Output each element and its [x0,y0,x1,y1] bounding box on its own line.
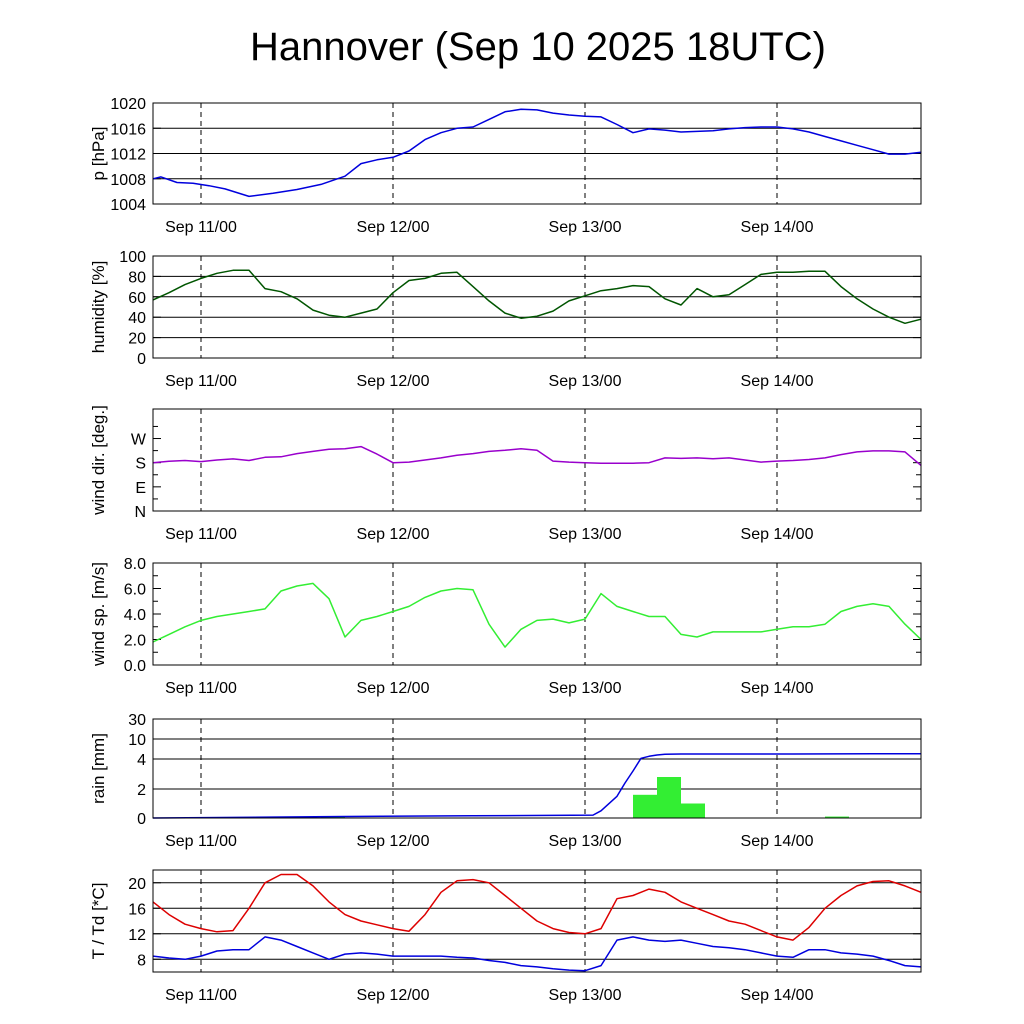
series-line-humidity [152,269,922,325]
x-tick-label: Sep 14/00 [741,680,814,697]
panel-3: 0.0 2.0 4.0 6.0 8.0 wind sp. [m/s] Sep 11/00 Se… [89,556,922,697]
x-tick-label: Sep 12/00 [357,833,430,850]
y-axis-label: wind sp. [m/s] [89,562,108,667]
y-tick-label: 20 [128,876,146,893]
y-tick-label: 1008 [110,172,146,189]
y-tick-label: 60 [128,290,146,307]
x-tick-label: Sep 14/00 [741,833,814,850]
x-tick-label: Sep 12/00 [357,373,430,390]
y-tick-label: 1012 [110,147,146,164]
x-tick-label: Sep 11/00 [165,373,237,390]
x-tick-label: Sep 13/00 [549,219,622,236]
chart-title: Hannover (Sep 10 2025 18UTC) [250,25,826,69]
y-tick-label: 2 [137,782,146,799]
y-tick-label: 6.0 [124,582,146,599]
x-tick-label: Sep 14/00 [741,219,814,236]
x-tick-label: Sep 14/00 [741,987,814,1004]
series-line-wind_speed [152,582,922,648]
rain-bar [681,803,705,818]
x-tick-label: Sep 13/00 [549,373,622,390]
x-tick-label: Sep 11/00 [165,680,237,697]
y-tick-label: 10 [128,732,146,749]
y-axis-label: T / Td [*C] [89,883,108,960]
panel-frame [152,408,922,512]
y-tick-label: 4 [137,752,146,769]
rain-bar [657,777,681,818]
panel-frame [152,718,922,819]
y-tick-label: 80 [128,269,146,286]
series-line-wind_dir [152,445,922,466]
panel-frame [152,255,922,359]
rain-bar [633,794,657,818]
y-tick-label: W [131,432,147,449]
y-tick-label: 4.0 [124,607,146,624]
series-line-dewpoint [152,936,922,972]
y-axis-label: humidity [%] [89,261,108,354]
panel-4: 0 2 4 10 30 rain [mm] Sep 11/00 Sep 12/00 Sep 13… [89,712,922,850]
panel-frame [152,102,922,205]
panel-frame [152,869,922,973]
x-tick-label: Sep 12/00 [357,680,430,697]
x-tick-label: Sep 13/00 [549,833,622,850]
y-tick-label: 1016 [110,121,146,138]
y-tick-label: N [134,504,146,521]
y-tick-label: 0 [137,811,146,828]
y-tick-label: 1020 [110,96,146,113]
x-tick-label: Sep 13/00 [549,987,622,1004]
y-tick-label: 8 [137,952,146,969]
series-line-pressure [152,108,922,198]
x-tick-label: Sep 12/00 [357,526,430,543]
x-tick-label: Sep 14/00 [741,526,814,543]
y-tick-label: 0.0 [124,658,146,675]
y-tick-label: 12 [128,927,146,944]
y-tick-label: 8.0 [124,556,146,573]
series-line-rain_sum [152,752,921,819]
y-tick-label: S [135,456,146,473]
x-tick-label: Sep 14/00 [741,373,814,390]
panel-5: 8 12 16 20 T / Td [*C] Sep 11/00 Sep 12/00 Sep … [89,869,922,1004]
x-tick-label: Sep 12/00 [357,219,430,236]
x-tick-label: Sep 11/00 [165,833,237,850]
x-tick-label: Sep 13/00 [549,526,622,543]
series-line-temperature [152,873,922,941]
x-tick-label: Sep 11/00 [165,219,237,236]
y-tick-label: 40 [128,310,146,327]
y-tick-label: 100 [119,249,146,266]
x-tick-label: Sep 13/00 [549,680,622,697]
y-axis-label: wind dir. [deg.] [89,405,108,516]
panel-1: 0 20 40 60 80 100 humidity [%] Sep 11/00 Sep 12/… [89,249,922,390]
x-tick-label: Sep 11/00 [165,526,237,543]
y-tick-label: 30 [128,712,146,729]
x-tick-label: Sep 12/00 [357,987,430,1004]
y-tick-label: 2.0 [124,633,146,650]
panel-frame [152,562,922,666]
y-tick-label: 20 [128,331,146,348]
y-tick-label: 16 [128,901,146,918]
y-tick-label: 0 [137,351,146,368]
x-tick-label: Sep 11/00 [165,987,237,1004]
y-axis-label: p [hPa] [89,127,108,181]
y-tick-label: 1004 [110,197,146,214]
y-axis-label: rain [mm] [89,733,108,804]
rain-bar [825,816,849,818]
y-tick-label: E [135,480,146,497]
